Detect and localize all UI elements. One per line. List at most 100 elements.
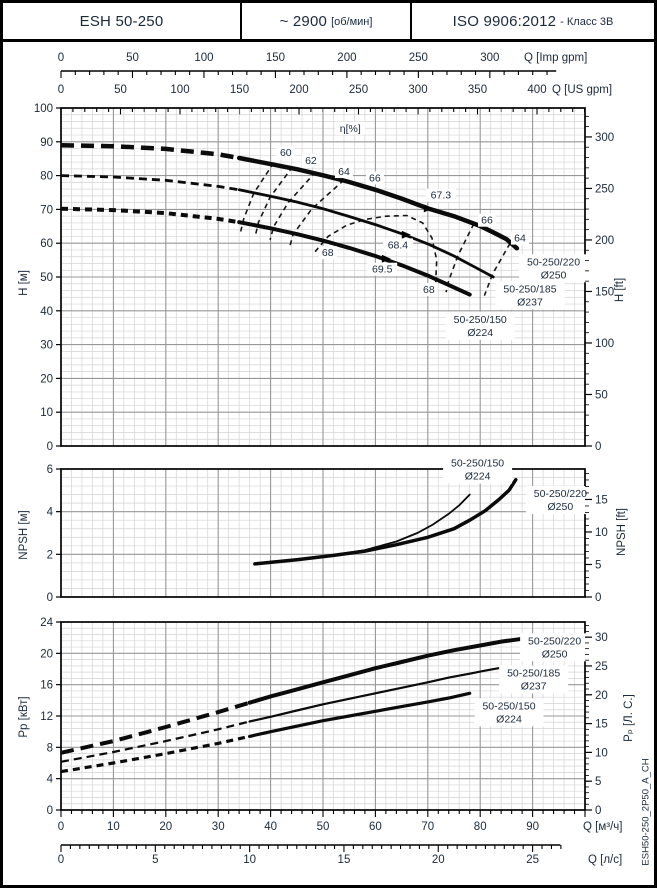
svg-text:100: 100 (34, 103, 53, 115)
header-cell-speed: ~ 2900 [об/мин] (242, 3, 412, 39)
svg-text:30: 30 (595, 632, 608, 644)
svg-text:62: 62 (305, 155, 317, 167)
svg-text:20: 20 (40, 648, 53, 660)
curve-50-250-185-237 (248, 667, 500, 723)
curve-50-250-220-250-dashed (60, 142, 240, 161)
svg-text:20: 20 (432, 854, 445, 866)
pump-model: ESH 50-250 (79, 12, 164, 30)
svg-text:200: 200 (595, 235, 614, 247)
m3h-scale: 0 10 20 30 40 50 60 70 80 90 Q [м³/ч] (58, 810, 622, 833)
svg-text:50: 50 (40, 272, 53, 284)
head-y-ticks: 0 10 20 30 40 50 60 70 80 90 100 0 50 100 150 200 250 300 (34, 103, 614, 453)
svg-text:250: 250 (349, 84, 368, 96)
npsh-y-axis-title-right: NPSH [ft] (616, 508, 628, 556)
svg-text:5: 5 (595, 559, 601, 571)
curve-50-250-220-250 (236, 155, 520, 251)
svg-text:10: 10 (107, 821, 120, 833)
npsh-y-ticks: 0 2 4 6 0 5 10 15 (47, 464, 608, 604)
svg-text:50: 50 (317, 821, 330, 833)
header-cell-model: ESH 50-250 (3, 3, 242, 39)
svg-text:6: 6 (47, 464, 53, 476)
curve-50-250-150-224-dashed (60, 734, 250, 774)
svg-text:90: 90 (526, 821, 539, 833)
svg-text:100: 100 (170, 84, 189, 96)
svg-text:2: 2 (47, 549, 53, 561)
svg-text:15: 15 (338, 854, 351, 866)
us-gpm-scale: 0 50 100 150 200 250 300 350 400 Q [US gpm] (58, 84, 612, 115)
head-y-axis-title-right: H [ft] (614, 277, 626, 303)
svg-text:70: 70 (40, 204, 53, 216)
svg-text:200: 200 (337, 52, 356, 64)
svg-text:20: 20 (159, 821, 172, 833)
svg-text:16: 16 (40, 680, 53, 692)
pump-curves-figure: 0 50 100 150 200 250 300 Q [Imp gpm]0 50 100 150 20… (34, 52, 623, 866)
svg-text:100: 100 (194, 52, 213, 64)
npsh-grid (60, 468, 586, 598)
svg-text:Ø250: Ø250 (541, 269, 567, 281)
svg-text:30: 30 (40, 340, 53, 352)
svg-text:64: 64 (514, 233, 526, 245)
curve-50-250-185-237-dashed (60, 720, 250, 763)
svg-text:100: 100 (595, 338, 614, 350)
curve-50-250-220-250-dashed (60, 700, 251, 755)
svg-text:350: 350 (468, 84, 487, 96)
head-y-axis-title-left: H [м] (18, 270, 30, 296)
svg-text:5: 5 (595, 776, 601, 788)
svg-text:80: 80 (40, 171, 53, 183)
svg-text:0: 0 (595, 441, 601, 453)
svg-text:50-250/185: 50-250/185 (507, 667, 560, 679)
svg-text:Q [US gpm]: Q [US gpm] (552, 84, 612, 96)
svg-text:0: 0 (47, 441, 53, 453)
pump-speed: ~ 2900 (279, 12, 328, 30)
svg-text:300: 300 (408, 84, 427, 96)
svg-text:68: 68 (322, 247, 334, 259)
head-chart: η[%] 60 62 64 66 67.3 66 64 68 68.4 69.5 68 50-250/2… (34, 103, 614, 453)
svg-text:70: 70 (421, 821, 434, 833)
svg-text:300: 300 (480, 52, 499, 64)
svg-text:0: 0 (58, 52, 64, 64)
curve-50-250-150-224-dashed (60, 206, 240, 225)
svg-text:50-250/220: 50-250/220 (534, 488, 587, 500)
svg-text:15: 15 (595, 494, 608, 506)
svg-text:0: 0 (595, 592, 601, 604)
power-y-ticks: 0 4 8 12 16 20 24 0 5 10 15 20 25 30 (40, 617, 608, 817)
iso-standard: ISO 9906:2012 (452, 12, 557, 30)
svg-text:90: 90 (40, 137, 53, 149)
svg-text:80: 80 (474, 821, 487, 833)
svg-text:Ø224: Ø224 (467, 327, 493, 339)
curve-50-250-220-250 (253, 477, 518, 566)
svg-text:24: 24 (40, 617, 53, 629)
header-cell-standard: ISO 9906:2012 - Класс 3В (412, 3, 654, 39)
svg-text:150: 150 (266, 52, 285, 64)
svg-text:250: 250 (595, 183, 614, 195)
svg-text:40: 40 (264, 821, 277, 833)
svg-text:50: 50 (126, 52, 139, 64)
svg-text:0: 0 (58, 84, 64, 96)
svg-text:Q [Imp gpm]: Q [Imp gpm] (524, 52, 587, 64)
curve-50-250-185-237 (237, 188, 495, 279)
svg-text:10: 10 (243, 854, 256, 866)
svg-text:150: 150 (230, 84, 249, 96)
power-y-axis-title-left: Pp [кВт] (18, 696, 30, 738)
svg-text:50-250/220: 50-250/220 (527, 256, 580, 268)
svg-text:Q [л/с]: Q [л/с] (588, 854, 622, 866)
svg-text:400: 400 (527, 84, 546, 96)
curve-50-250-150-224 (248, 691, 472, 738)
svg-text:0: 0 (47, 805, 53, 817)
npsh-y-axis-title-left: NPSH [м] (18, 510, 30, 560)
svg-text:0: 0 (47, 592, 53, 604)
svg-text:66: 66 (481, 215, 493, 227)
svg-text:Ø237: Ø237 (521, 680, 547, 692)
svg-text:60: 60 (369, 821, 382, 833)
curve-50-250-185-237-dashed (60, 174, 240, 192)
svg-text:25: 25 (595, 661, 608, 673)
svg-text:4: 4 (47, 507, 54, 519)
svg-text:40: 40 (40, 306, 53, 318)
power-y-axis-title-right: Pₚ [Л. С.] (623, 694, 635, 742)
svg-text:20: 20 (40, 373, 53, 385)
npsh-curves (253, 477, 518, 566)
